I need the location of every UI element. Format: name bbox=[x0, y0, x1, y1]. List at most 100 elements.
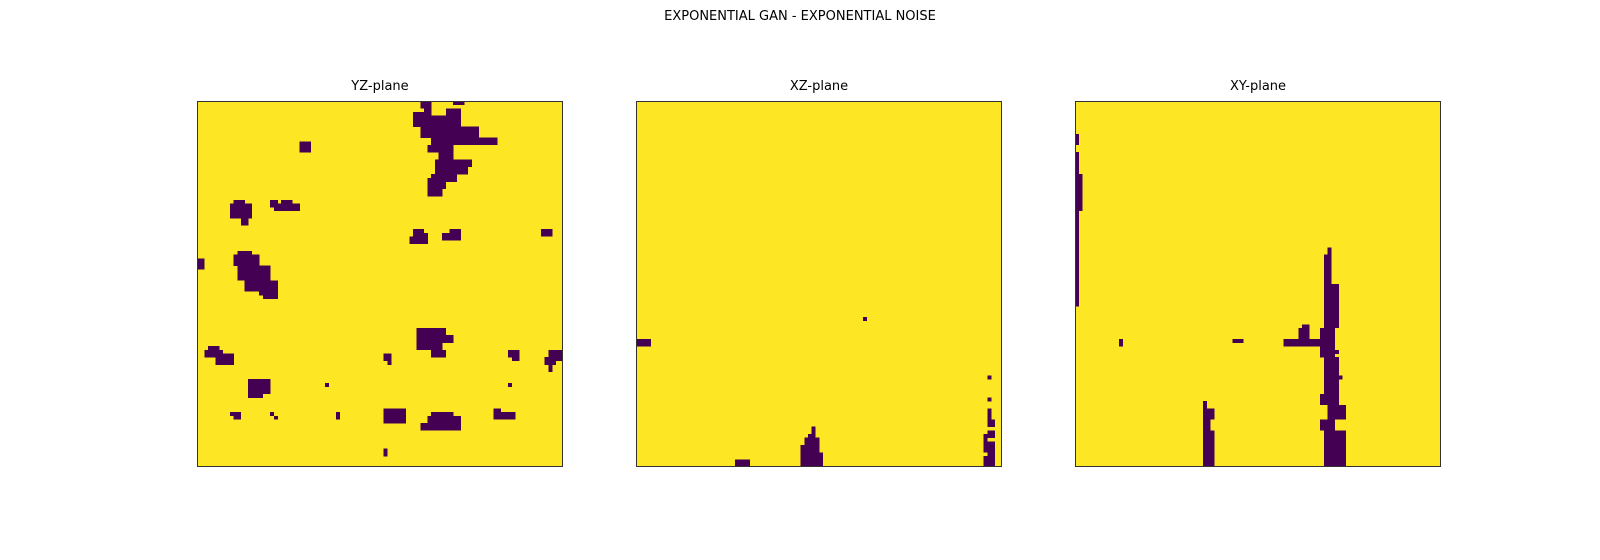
xz-plane-pore-cell bbox=[987, 397, 992, 402]
xy-plane-pore-cell bbox=[1338, 415, 1343, 420]
yz-plane-title: YZ-plane bbox=[351, 79, 409, 94]
yz-plane-pore-cell bbox=[229, 412, 242, 417]
yz-plane-pore-cell bbox=[416, 232, 428, 245]
xz-plane-pore-cell bbox=[811, 426, 816, 435]
xy-plane-title: XY-plane bbox=[1229, 79, 1287, 94]
xz-plane-pore-cell bbox=[987, 452, 995, 467]
yz-plane-pore-cell bbox=[427, 177, 447, 190]
yz-plane-pore-cell bbox=[284, 207, 297, 212]
xy-plane-pore-cell bbox=[1203, 401, 1208, 409]
yz-plane-pore-cell bbox=[325, 382, 330, 387]
yz-plane-pore-cell bbox=[233, 254, 260, 266]
yz-plane-pore-cell bbox=[383, 448, 388, 457]
yz-plane-pore-cell bbox=[270, 412, 275, 417]
yz-plane-pore-cell bbox=[453, 101, 465, 105]
yz-plane-pore-cell bbox=[493, 408, 502, 413]
xy-plane-pore-cell bbox=[1342, 434, 1347, 446]
yz-plane-pore-cell bbox=[383, 415, 395, 420]
yz-plane-pore-cell bbox=[434, 159, 472, 168]
xz-plane-pore-cell bbox=[983, 441, 995, 453]
yz-plane-pore-cell bbox=[449, 236, 461, 241]
yz-plane-pore-cell bbox=[508, 382, 513, 387]
xz-plane-title: XZ-plane bbox=[789, 79, 849, 94]
xz-plane-pore-cell bbox=[800, 452, 823, 467]
xy-plane-pore-cell bbox=[1203, 419, 1211, 431]
xy-plane-pore-cell bbox=[1338, 404, 1343, 409]
xz-plane-pore-cell bbox=[983, 456, 988, 467]
yz-plane-pore-cell bbox=[548, 349, 563, 362]
yz-plane-canvas bbox=[197, 101, 563, 467]
xz-plane-pore-cell bbox=[987, 375, 992, 380]
yz-plane-pore-cell bbox=[387, 360, 392, 365]
figure-title: EXPONENTIAL GAN - EXPONENTIAL NOISE bbox=[664, 9, 936, 24]
yz-plane-pore-cell bbox=[420, 126, 480, 138]
yz-plane-pore-cell bbox=[427, 144, 443, 153]
xz-plane-pore-cell bbox=[636, 338, 651, 347]
yz-plane-pore-cell bbox=[204, 349, 223, 358]
xy-plane-pore-cell bbox=[1334, 349, 1339, 354]
xz-plane-pore-cell bbox=[987, 430, 995, 439]
yz-plane-pore-cell bbox=[416, 342, 443, 351]
xy-plane-image bbox=[1075, 101, 1441, 467]
yz-plane-frame bbox=[197, 101, 563, 467]
yz-plane-pore-cell bbox=[508, 349, 520, 358]
xy-plane-pore-cell bbox=[1320, 327, 1336, 358]
xz-plane-pore-cell bbox=[987, 419, 995, 428]
xy-plane-pore-cell bbox=[1331, 393, 1339, 417]
xy-plane-pore-cell bbox=[1298, 327, 1310, 340]
xz-plane-image bbox=[636, 101, 1002, 467]
xy-plane-pore-cell bbox=[1323, 254, 1332, 263]
xy-plane-pore-cell bbox=[1320, 419, 1336, 431]
yz-plane-pore-cell bbox=[336, 412, 341, 420]
xy-plane-pore-cell bbox=[1283, 338, 1325, 347]
xy-plane-pore-cell bbox=[1301, 324, 1310, 329]
xz-plane-pore-cell bbox=[800, 445, 820, 453]
xy-plane-pore-cell bbox=[1323, 357, 1339, 395]
yz-plane-pore-cell bbox=[255, 390, 271, 395]
yz-plane-pore-cell bbox=[383, 353, 392, 362]
xy-plane-canvas bbox=[1075, 101, 1441, 467]
xy-plane-pore-cell bbox=[1075, 133, 1079, 146]
yz-plane-pore-cell bbox=[197, 262, 205, 270]
yz-plane-pore-cell bbox=[434, 349, 447, 358]
xy-plane-pore-cell bbox=[1327, 247, 1332, 256]
yz-plane-pore-cell bbox=[544, 357, 556, 365]
yz-plane-pore-cell bbox=[493, 412, 516, 420]
xy-plane-pore-cell bbox=[1320, 393, 1339, 406]
xz-plane-pore-cell bbox=[862, 316, 867, 321]
yz-plane-pore-cell bbox=[259, 291, 278, 296]
yz-plane-pore-cell bbox=[541, 229, 553, 237]
yz-plane-pore-cell bbox=[412, 111, 428, 116]
yz-plane-pore-cell bbox=[273, 415, 278, 420]
xy-plane-frame bbox=[1075, 101, 1441, 467]
yz-plane-pore-cell bbox=[548, 364, 553, 373]
xy-plane-pore-cell bbox=[1078, 185, 1083, 193]
xy-plane-pore-cell bbox=[1323, 262, 1332, 285]
yz-plane-pore-cell bbox=[237, 265, 271, 281]
xz-plane-frame bbox=[636, 101, 1002, 467]
yz-plane-pore-cell bbox=[412, 115, 461, 127]
xy-plane-pore-cell bbox=[1203, 452, 1215, 467]
yz-plane-pore-cell bbox=[240, 218, 249, 226]
yz-plane-pore-cell bbox=[215, 357, 223, 365]
yz-plane-pore-cell bbox=[438, 144, 454, 160]
yz-plane-pore-cell bbox=[416, 335, 454, 343]
xz-plane-background bbox=[636, 101, 1002, 467]
xy-plane-pore-cell bbox=[1338, 375, 1343, 380]
xy-plane-pore-cell bbox=[1323, 284, 1339, 329]
xy-plane-pore-cell bbox=[1118, 338, 1123, 347]
yz-plane-pore-cell bbox=[262, 294, 278, 299]
xy-plane-pore-cell bbox=[1232, 338, 1244, 343]
xz-plane-pore-cell bbox=[983, 434, 988, 442]
yz-plane-pore-cell bbox=[409, 236, 421, 245]
yz-plane-pore-cell bbox=[420, 101, 432, 109]
yz-plane-pore-cell bbox=[233, 415, 242, 420]
xy-plane-pore-cell bbox=[1075, 159, 1079, 307]
yz-plane-pore-cell bbox=[431, 137, 498, 146]
yz-plane-image bbox=[197, 101, 563, 467]
yz-plane-pore-cell bbox=[445, 108, 461, 120]
xz-plane-canvas bbox=[636, 101, 1002, 467]
xy-plane-pore-cell bbox=[1323, 430, 1347, 467]
yz-plane-pore-cell bbox=[197, 258, 205, 263]
xy-plane-pore-cell bbox=[1203, 408, 1215, 420]
